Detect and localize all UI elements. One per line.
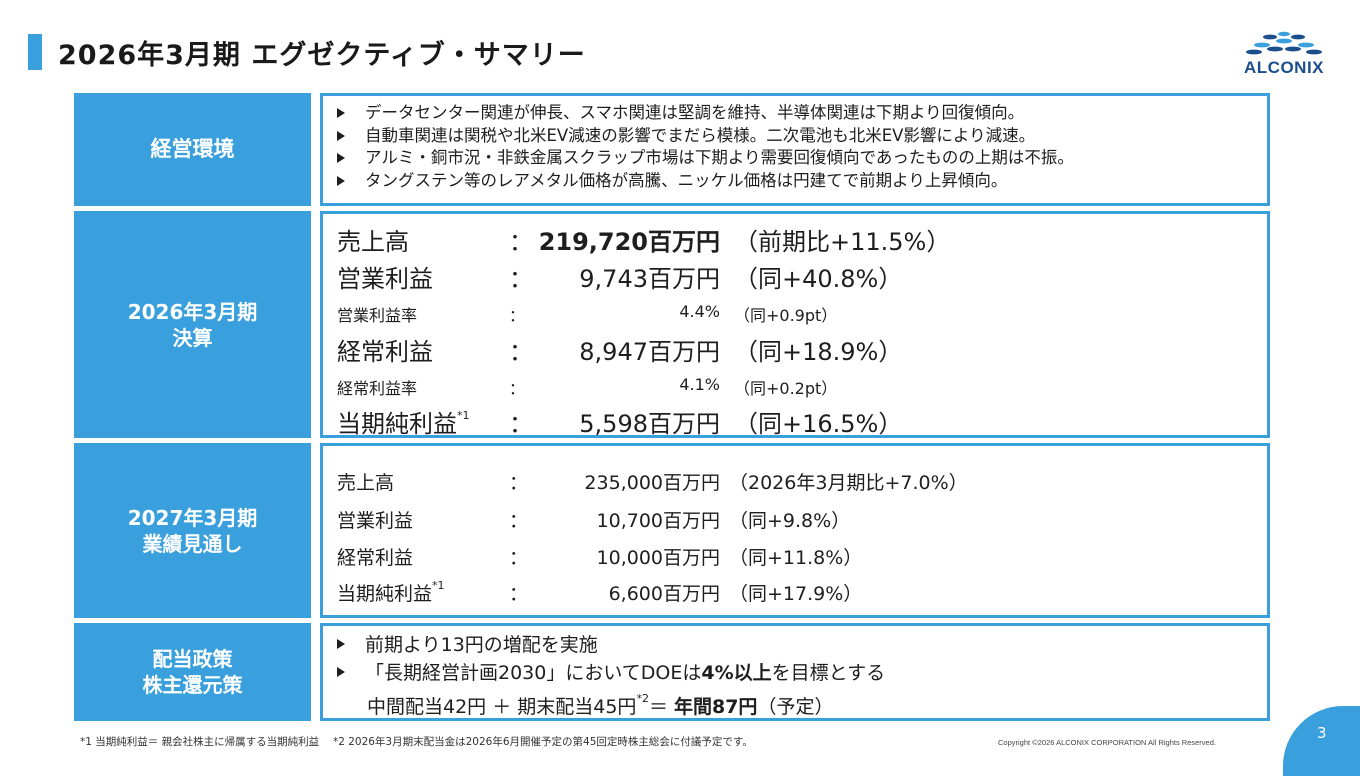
- triangle-bullet-icon: [337, 175, 345, 186]
- triangle-bullet-icon: [337, 638, 345, 649]
- footnote-marker: *2: [636, 691, 649, 705]
- bullet-text: 前期より13円の増配を実施: [365, 634, 598, 656]
- row-colon: ：: [509, 306, 526, 325]
- copyright: Copyright ©2026 ALCONIX CORPORATION All …: [998, 738, 1216, 747]
- section-label-results: 2026年3月期 決算: [74, 211, 311, 438]
- row-compare: （同+0.9pt）: [734, 306, 838, 325]
- row-label-text: 当期純利益: [337, 410, 457, 438]
- dividend-box: 前期より13円の増配を実施 「長期経営計画2030」においてDOEは 4%以上 を目…: [320, 623, 1270, 721]
- title-accent-bar: [28, 34, 42, 70]
- footnote-marker: *1: [432, 578, 445, 592]
- environment-box: データセンター関連が伸長、スマホ関連は堅調を維持、半導体関連は下期より回復傾向。…: [320, 93, 1270, 206]
- dividend-interim-final: 中間配当42円 ＋ 期末配当45円: [367, 696, 637, 718]
- bullet-text: アルミ・銅市況・非鉄金属スクラップ市場は下期より需要回復傾向であったものの上期は…: [365, 148, 1074, 167]
- row-compare: （同+11.8%）: [729, 547, 863, 569]
- row-colon: ：: [509, 472, 529, 494]
- row-label: 経常利益: [337, 338, 433, 366]
- footnote-marker: *1: [457, 409, 470, 422]
- row-colon: ：: [509, 338, 533, 366]
- environment-bullet-list: データセンター関連が伸長、スマホ関連は堅調を維持、半導体関連は下期より回復傾向。…: [337, 102, 1074, 192]
- row-value: 10,000百万円: [596, 547, 720, 569]
- row-compare: （2026年3月期比+7.0%）: [729, 472, 968, 494]
- row-colon: ：: [509, 510, 529, 532]
- list-item: タングステン等のレアメタル価格が高騰、ニッケル価格は円建てで前期より上昇傾向。: [337, 170, 1074, 193]
- dividend-bullet-2: 「長期経営計画2030」においてDOEは 4%以上 を目標とする: [337, 658, 1257, 685]
- page-title: 2026年3月期 エグゼクティブ・サマリー: [58, 40, 586, 71]
- forecast-label-line1: 2027年3月期: [127, 505, 258, 530]
- results-box: 売上高 ： 219,720百万円 （前期比+11.5%） 営業利益 ： 9,74…: [320, 211, 1270, 438]
- forecast-box: 売上高 ： 235,000百万円 （2026年3月期比+7.0%） 営業利益 ：…: [320, 443, 1270, 618]
- footnote: *1 当期純利益＝ 親会社株主に帰属する当期純利益 *2 2026年3月期末配当…: [80, 736, 753, 748]
- alconix-logo: ALCONIX: [1228, 28, 1340, 80]
- row-label: 売上高: [337, 228, 409, 256]
- row-label: 売上高: [337, 472, 395, 494]
- forecast-label-line2: 業績見通し: [142, 531, 243, 556]
- triangle-bullet-icon: [337, 130, 345, 141]
- bullet-text: タングステン等のレアメタル価格が高騰、ニッケル価格は円建てで前期より上昇傾向。: [365, 170, 1008, 190]
- row-label: 経常利益: [337, 547, 414, 569]
- row-compare: （前期比+11.5%）: [734, 228, 951, 256]
- triangle-bullet-icon: [337, 108, 345, 119]
- row-colon: ：: [509, 265, 533, 293]
- row-value: 6,600百万円: [608, 583, 720, 605]
- row-compare: （同+16.5%）: [734, 410, 903, 438]
- equals-sign: ＝: [648, 696, 674, 718]
- environment-label: 経営環境: [150, 136, 235, 161]
- dividend-note: （予定）: [757, 696, 834, 718]
- row-label: 当期純利益*1: [337, 579, 445, 606]
- row-label: 当期純利益*1: [337, 404, 470, 439]
- row-colon: ：: [509, 583, 529, 605]
- list-item: アルミ・銅市況・非鉄金属スクラップ市場は下期より需要回復傾向であったものの上期は…: [337, 147, 1074, 170]
- row-compare: （同+9.8%）: [729, 510, 851, 532]
- triangle-bullet-icon: [337, 666, 345, 677]
- row-colon: ：: [509, 379, 526, 398]
- row-label: 営業利益: [337, 510, 414, 532]
- row-colon: ：: [509, 410, 533, 438]
- bullet-text-tail: を目標とする: [771, 662, 886, 684]
- results-label-line1: 2026年3月期: [127, 299, 258, 324]
- row-value: 10,700百万円: [596, 510, 720, 532]
- dividend-bullet-1: 前期より13円の増配を実施: [337, 630, 1257, 657]
- row-value: 235,000百万円: [584, 472, 720, 494]
- row-label: 経常利益率: [337, 379, 418, 398]
- dividend-breakdown: 中間配当42円 ＋ 期末配当45円*2＝ 年間87円（予定）: [367, 692, 1257, 719]
- row-label-text: 当期純利益: [337, 583, 433, 605]
- section-label-forecast: 2027年3月期 業績見通し: [74, 443, 311, 618]
- page-number: 3: [1317, 724, 1327, 742]
- dividend-label-line2: 株主還元策: [142, 673, 243, 697]
- row-compare: （同+18.9%）: [734, 338, 903, 366]
- list-item: データセンター関連が伸長、スマホ関連は堅調を維持、半導体関連は下期より回復傾向。: [337, 102, 1074, 125]
- triangle-bullet-icon: [337, 153, 345, 164]
- row-label: 営業利益率: [337, 306, 418, 325]
- doe-target: 4%以上: [701, 662, 772, 684]
- bullet-text: データセンター関連が伸長、スマホ関連は堅調を維持、半導体関連は下期より回復傾向。: [365, 103, 1025, 122]
- results-label-line2: 決算: [172, 325, 213, 350]
- logo-text: ALCONIX: [1244, 58, 1324, 77]
- row-value: 8,947百万円: [579, 338, 720, 366]
- dividend-label-line1: 配当政策: [152, 647, 233, 671]
- row-colon: ：: [509, 547, 529, 569]
- row-value: 5,598百万円: [579, 410, 720, 438]
- section-label-environment: 経営環境: [74, 93, 311, 206]
- row-compare: （同+17.9%）: [729, 583, 863, 605]
- row-value: 4.1%: [679, 375, 720, 394]
- bullet-text: 「長期経営計画2030」においてDOEは: [365, 662, 702, 684]
- section-label-dividend: 配当政策 株主還元策: [74, 623, 311, 721]
- row-compare: （同+40.8%）: [734, 265, 903, 293]
- list-item: 自動車関連は関税や北米EV減速の影響でまだら模様。二次電池も北米EV影響により減…: [337, 125, 1074, 148]
- annual-dividend: 年間87円: [673, 696, 758, 718]
- row-compare: （同+0.2pt）: [734, 379, 838, 398]
- row-value: 9,743百万円: [579, 265, 720, 293]
- bullet-text: 自動車関連は関税や北米EV減速の影響でまだら模様。二次電池も北米EV影響により減…: [365, 125, 1036, 145]
- row-colon: ：: [509, 228, 533, 256]
- row-value: 4.4%: [679, 302, 720, 321]
- row-value: 219,720百万円: [538, 228, 720, 256]
- row-label: 営業利益: [337, 265, 433, 293]
- logo-mark-icon: [1246, 31, 1322, 55]
